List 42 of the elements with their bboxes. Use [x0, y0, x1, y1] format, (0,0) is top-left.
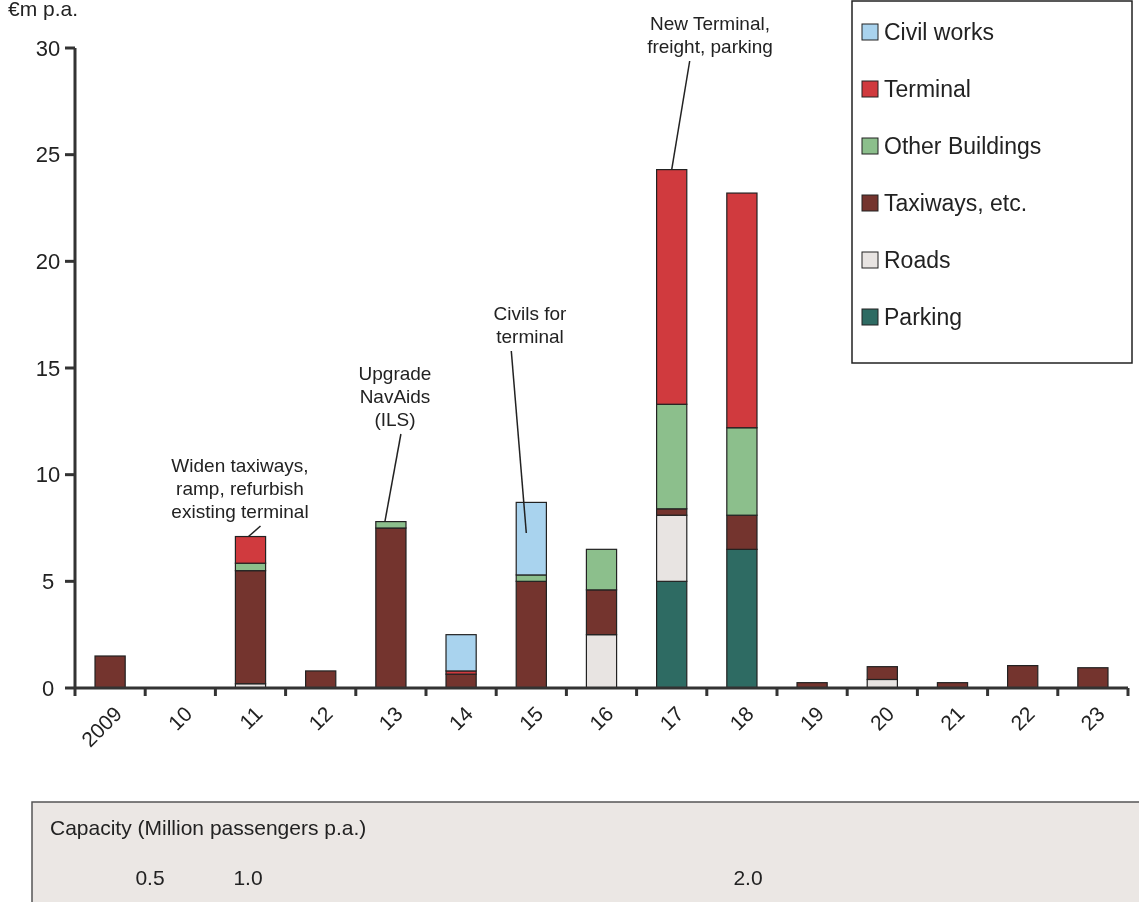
legend-label: Civil works [884, 19, 994, 46]
bar [445, 634, 477, 672]
y-tick-label: 25 [35, 142, 61, 168]
x-tick-label: 13 [374, 701, 407, 735]
x-tick-label: 18 [725, 701, 758, 735]
x-tick-label: 12 [303, 701, 337, 735]
bar [515, 580, 547, 689]
text: 2.0 [733, 866, 763, 890]
legend-label: Roads [884, 247, 951, 274]
text: 0.5 [135, 866, 165, 890]
y-tick-label: 20 [35, 249, 61, 275]
x-tick-label: 22 [1005, 701, 1039, 735]
annotation: Widen taxiways, ramp, refurbish existing terminal [171, 455, 309, 522]
text: 1.0 [233, 866, 263, 890]
legend-label: Taxiways, etc. [884, 190, 1028, 217]
x-tick-label: 21 [935, 701, 969, 735]
x-tick-label: 11 [234, 701, 267, 734]
x-tick-label: 23 [1076, 701, 1109, 735]
x-tick-label: 20 [865, 701, 899, 735]
text: Capacity (Million passengers p.a.) [50, 816, 367, 840]
y-tick-label: 10 [35, 462, 61, 488]
x-tick-label: 17 [654, 701, 688, 735]
annotation: Upgrade NavAids (ILS) [358, 363, 432, 430]
legend-label: Parking [884, 304, 962, 331]
y-tick-label: 15 [35, 355, 61, 381]
x-tick-label: 15 [514, 701, 548, 735]
legend-label: Other Buildings [884, 133, 1042, 160]
bar [94, 655, 126, 689]
legend-label: Terminal [884, 76, 971, 103]
annotation: New Terminal, freight, parking [647, 13, 773, 57]
bar [1007, 665, 1039, 689]
y-tick-label: 0 [41, 675, 55, 701]
y-tick-label: 5 [41, 569, 55, 595]
y-tick-label: 30 [35, 35, 61, 61]
x-tick-label: 19 [795, 701, 829, 735]
bar [1077, 667, 1109, 689]
x-tick-label: 14 [444, 701, 478, 735]
annotation: Civils for terminal [493, 303, 568, 347]
bar [305, 670, 337, 689]
y-axis-title: €m p.a. [8, 0, 79, 20]
x-tick-label: 10 [163, 701, 197, 735]
x-tick-label: 16 [584, 701, 618, 735]
